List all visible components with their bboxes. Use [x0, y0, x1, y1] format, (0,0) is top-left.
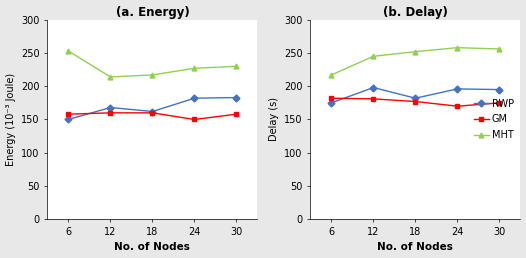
- Line: RWP: RWP: [329, 85, 502, 105]
- MHT: [149, 73, 156, 76]
- Line: GM: GM: [66, 110, 239, 122]
- GM: [412, 100, 419, 103]
- GM: [65, 113, 72, 116]
- MHT: [454, 46, 461, 49]
- RWP: [107, 106, 114, 109]
- Line: RWP: RWP: [66, 95, 239, 122]
- Y-axis label: Delay (s): Delay (s): [269, 98, 279, 141]
- RWP: [191, 97, 198, 100]
- RWP: [412, 97, 419, 100]
- MHT: [328, 73, 335, 76]
- RWP: [65, 118, 72, 121]
- Legend: RWP, GM, MHT: RWP, GM, MHT: [472, 97, 515, 142]
- Line: MHT: MHT: [329, 45, 502, 77]
- GM: [497, 101, 503, 104]
- GM: [328, 97, 335, 100]
- MHT: [65, 50, 72, 53]
- GM: [370, 97, 377, 100]
- GM: [149, 111, 156, 114]
- Line: MHT: MHT: [66, 49, 239, 79]
- RWP: [149, 110, 156, 113]
- Line: GM: GM: [329, 96, 502, 109]
- RWP: [497, 88, 503, 91]
- RWP: [234, 96, 240, 99]
- Title: (a. Energy): (a. Energy): [116, 6, 189, 19]
- Title: (b. Delay): (b. Delay): [383, 6, 448, 19]
- MHT: [107, 75, 114, 78]
- MHT: [234, 65, 240, 68]
- MHT: [497, 47, 503, 51]
- X-axis label: No. of Nodes: No. of Nodes: [378, 243, 453, 252]
- GM: [234, 113, 240, 116]
- GM: [454, 105, 461, 108]
- GM: [191, 118, 198, 121]
- Y-axis label: Energy (10⁻³ Joule): Energy (10⁻³ Joule): [6, 73, 16, 166]
- MHT: [412, 50, 419, 53]
- GM: [107, 111, 114, 114]
- X-axis label: No. of Nodes: No. of Nodes: [115, 243, 190, 252]
- RWP: [454, 87, 461, 91]
- RWP: [328, 101, 335, 104]
- MHT: [370, 55, 377, 58]
- MHT: [191, 67, 198, 70]
- RWP: [370, 86, 377, 89]
